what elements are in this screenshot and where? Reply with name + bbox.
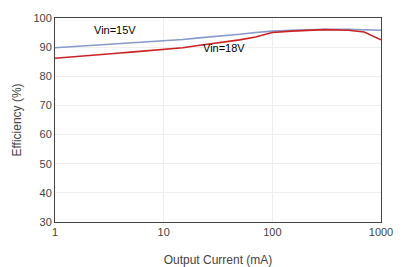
svg-text:Vin=18V: Vin=18V bbox=[203, 42, 245, 54]
svg-text:100: 100 bbox=[33, 12, 51, 24]
svg-text:70: 70 bbox=[40, 99, 52, 111]
svg-text:Output Current (mA): Output Current (mA) bbox=[164, 253, 273, 267]
svg-text:1000: 1000 bbox=[369, 226, 393, 238]
svg-text:100: 100 bbox=[263, 226, 281, 238]
svg-text:60: 60 bbox=[40, 128, 52, 140]
svg-text:Vin=15V: Vin=15V bbox=[94, 24, 136, 36]
svg-text:30: 30 bbox=[40, 216, 52, 228]
svg-text:1: 1 bbox=[52, 226, 58, 238]
svg-text:80: 80 bbox=[40, 70, 52, 82]
svg-text:10: 10 bbox=[158, 226, 170, 238]
svg-text:40: 40 bbox=[40, 187, 52, 199]
svg-text:50: 50 bbox=[40, 158, 52, 170]
svg-text:Efficiency (%): Efficiency (%) bbox=[10, 83, 24, 156]
svg-text:90: 90 bbox=[40, 41, 52, 53]
